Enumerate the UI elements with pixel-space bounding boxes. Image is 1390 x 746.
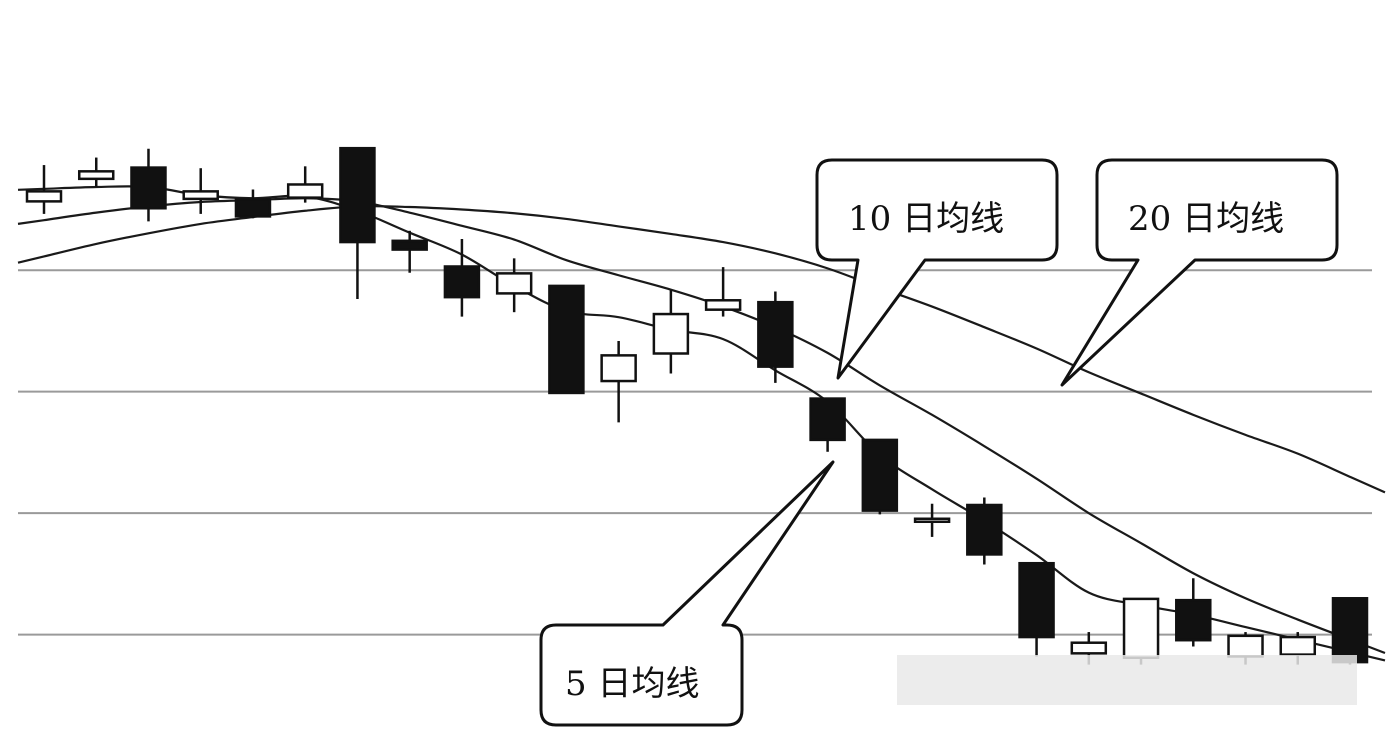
grid-lines	[18, 269, 1372, 636]
candle	[77, 157, 115, 187]
label-ma5: 5 日均线	[565, 664, 699, 704]
candle	[234, 189, 272, 219]
candle-body	[1018, 561, 1055, 639]
candle-body	[548, 284, 585, 395]
candle	[966, 497, 1003, 565]
candle-body	[1122, 597, 1160, 659]
candle-body	[495, 272, 533, 295]
candle-body	[1070, 641, 1108, 655]
candle-body	[600, 354, 637, 383]
candle-body	[182, 190, 219, 201]
candle	[1331, 597, 1369, 665]
candle	[861, 438, 899, 515]
candle	[286, 166, 324, 203]
ma-line-1	[17, 197, 1386, 655]
candle	[652, 290, 690, 374]
blurred-region	[897, 655, 1357, 705]
candle-body	[1279, 635, 1317, 656]
candle	[1175, 578, 1212, 647]
candle-body	[1227, 634, 1264, 658]
candle-body	[1175, 598, 1212, 642]
candle-body	[286, 183, 324, 199]
candle	[25, 165, 63, 214]
candle-body	[704, 299, 742, 311]
candle	[600, 340, 637, 423]
candle-body	[966, 503, 1003, 556]
candle-body	[130, 166, 167, 210]
candle	[182, 168, 219, 214]
candle-body	[913, 517, 951, 524]
candle	[1018, 561, 1055, 657]
candle	[757, 291, 794, 383]
candle-body	[234, 198, 272, 218]
candle-body	[339, 146, 376, 244]
label-ma20: 20 日均线	[1128, 199, 1284, 239]
candle-body	[1331, 597, 1369, 664]
candle	[339, 146, 376, 300]
candle	[913, 503, 951, 537]
candle-body	[391, 239, 428, 251]
candle	[548, 284, 585, 395]
ma-line-0	[17, 185, 1386, 662]
candle	[391, 230, 428, 273]
callout-ma10: 10 日均线	[815, 158, 1059, 380]
candle-body	[77, 170, 115, 181]
candle	[443, 238, 481, 317]
candle-body	[25, 190, 63, 203]
candle-body	[652, 312, 690, 355]
candle-body	[757, 300, 794, 368]
candle-body	[443, 265, 481, 299]
candle	[704, 267, 742, 317]
candle-body	[861, 438, 899, 512]
candle	[130, 148, 167, 222]
ma-line-2	[17, 205, 1386, 494]
candle	[809, 397, 846, 452]
label-ma10: 10 日均线	[848, 199, 1004, 239]
candle-body	[809, 397, 846, 442]
moving-average-lines	[17, 185, 1386, 662]
callout-ma5: 5 日均线	[539, 460, 835, 727]
candle	[495, 258, 533, 313]
callout-ma20: 20 日均线	[1060, 158, 1339, 387]
candles	[25, 146, 1369, 665]
candle	[1122, 597, 1160, 665]
